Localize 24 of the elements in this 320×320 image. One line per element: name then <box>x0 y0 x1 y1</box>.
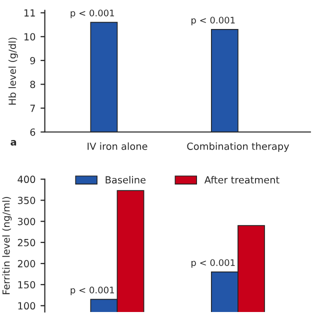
y-tick-label: 250 <box>18 238 36 246</box>
y-axis-title: Hb level (g/dl) <box>8 38 18 105</box>
annotation: p < 0.001 <box>191 259 235 268</box>
y-tick-label: 10 <box>24 33 36 40</box>
y-tick-label: 6 <box>30 128 36 136</box>
y-tick-label: 150 <box>18 281 36 288</box>
text: a <box>10 140 16 146</box>
legend-label: After treatment <box>204 176 280 184</box>
annotation: p < 0.001 <box>70 10 114 18</box>
y-tick-label: 200 <box>18 260 36 268</box>
x-tick-label: IV iron alone <box>88 142 148 150</box>
y-tick-label: 9 <box>30 56 36 64</box>
annotation: p < 0.001 <box>191 16 235 26</box>
y-tick-label: 400 <box>18 176 36 184</box>
annotation: p < 0.001 <box>70 286 114 296</box>
y-tick-label: 100 <box>18 302 36 310</box>
y-tick-label: 8 <box>30 80 36 88</box>
y-tick-label: 7 <box>30 104 35 112</box>
y-tick-label: 11 <box>24 9 35 16</box>
y-axis-title: Ferritin level (ng/ml) <box>2 196 12 294</box>
y-tick-label: 350 <box>18 196 36 204</box>
y-tick-label: 300 <box>18 218 36 226</box>
legend-label: Baseline <box>106 176 146 184</box>
x-tick-label: Combination therapy <box>187 142 290 152</box>
